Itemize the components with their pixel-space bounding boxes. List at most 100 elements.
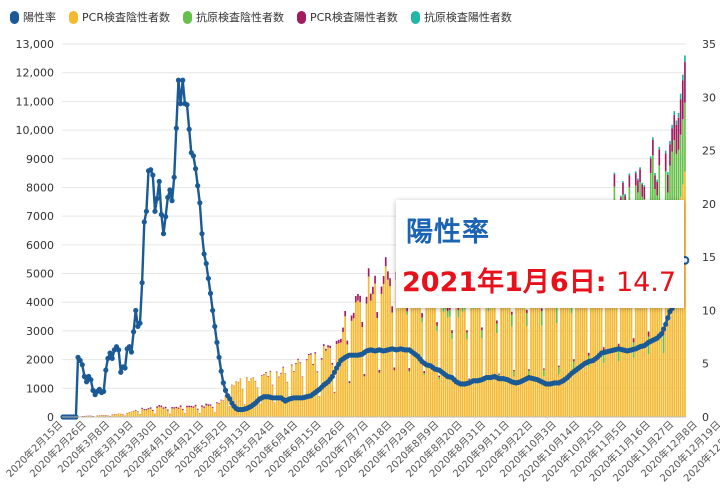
bar-pcr-positive (641, 184, 644, 197)
bar-pcr-negative (515, 306, 517, 417)
positivity-rate-point (116, 347, 122, 353)
bar-antigen-negative (528, 370, 530, 377)
bar-pcr-positive (393, 367, 396, 371)
bar-pcr-negative (634, 234, 637, 417)
bar-pcr-positive (179, 405, 182, 407)
bar-pcr-negative (333, 392, 336, 417)
positivity-rate-point (154, 195, 160, 202)
legend-item[interactable]: 抗原検査陰性者数 (182, 9, 284, 25)
bar-pcr-negative (115, 414, 118, 417)
bar-pcr-positive (297, 358, 299, 360)
positivity-rate-point (197, 200, 203, 206)
positivity-rate-point (331, 369, 338, 375)
bar-pcr-negative (139, 414, 141, 417)
bar-pcr-negative (365, 303, 368, 417)
bar-antigen-positive (669, 140, 671, 145)
bar-pcr-negative (147, 409, 150, 417)
bar-antigen-negative (558, 367, 560, 375)
bar-pcr-negative (117, 413, 120, 417)
bar-pcr-negative (617, 361, 620, 417)
bar-pcr-negative (425, 283, 428, 417)
legend-item[interactable]: PCR検査陰性者数 (69, 9, 170, 25)
bar-pcr-positive (203, 406, 205, 408)
bar-pcr-negative (594, 269, 597, 417)
y-right-tick-label: 30 (702, 91, 716, 104)
positivity-rate-point (77, 357, 83, 364)
bar-pcr-negative (299, 363, 302, 417)
legend-item[interactable]: PCR検査陽性者数 (296, 9, 398, 25)
bar-pcr-positive (357, 294, 359, 301)
bar-pcr-positive (299, 362, 302, 364)
bar-pcr-negative (293, 372, 295, 417)
bar-pcr-positive (141, 407, 143, 409)
bar-pcr-negative (504, 295, 507, 417)
positivity-rate-point (88, 377, 94, 383)
positivity-rate-point (156, 178, 162, 185)
bar-pcr-negative (224, 396, 227, 417)
bar-pcr-negative (194, 406, 197, 417)
positivity-rate-point (186, 126, 192, 132)
bar-pcr-negative (162, 408, 165, 417)
bar-antigen-positive (664, 150, 667, 154)
positivity-rate-point (152, 208, 158, 214)
bar-pcr-positive (466, 330, 468, 333)
bar-pcr-negative (654, 239, 656, 417)
bar-pcr-negative (461, 311, 464, 417)
bar-pcr-negative (570, 313, 573, 417)
tooltip-title: 陽性率 (406, 217, 490, 248)
y-left-tick-label: 10,000 (16, 124, 55, 137)
bar-antigen-negative (555, 306, 558, 324)
bar-pcr-positive (669, 144, 671, 166)
bar-pcr-positive (192, 406, 195, 408)
legend-item[interactable]: 陽性率 (10, 9, 56, 25)
bar-pcr-positive (201, 405, 203, 407)
positivity-rate-point (227, 396, 233, 402)
bar-pcr-positive (293, 371, 295, 373)
bar-pcr-negative (566, 272, 569, 417)
bar-pcr-negative (151, 410, 154, 417)
bar-pcr-positive (643, 186, 646, 200)
positivity-rate-point (90, 387, 96, 393)
y-right-tick-label: 25 (702, 145, 716, 158)
positivity-rate-point (660, 326, 667, 332)
bar-pcr-negative (380, 293, 383, 417)
tooltip-value: 14.7 (615, 267, 677, 298)
tooltip-value-line: 2021年1月6日: 14.7 (402, 260, 676, 299)
bar-pcr-negative (476, 303, 479, 417)
legend-item[interactable]: 抗原検査陽性者数 (410, 9, 512, 25)
bar-pcr-positive (352, 312, 355, 319)
bar-pcr-positive (316, 371, 319, 373)
bar-pcr-positive (307, 353, 310, 356)
positivity-rate-point (163, 214, 169, 220)
bar-pcr-positive (675, 124, 678, 154)
bar-pcr-positive (498, 373, 500, 375)
bar-pcr-positive (177, 407, 180, 409)
bar-pcr-negative (295, 364, 297, 417)
positivity-rate-point (203, 260, 209, 267)
bar-pcr-positive (468, 378, 470, 380)
bar-pcr-negative (442, 311, 445, 417)
positivity-rate-point (210, 307, 216, 314)
bar-pcr-positive (284, 373, 287, 375)
bar-pcr-negative (602, 362, 605, 417)
bar-pcr-positive (211, 407, 214, 408)
positivity-rate-point (103, 367, 109, 373)
bar-pcr-positive (380, 286, 383, 294)
bar-pcr-negative (463, 309, 466, 417)
y-right-tick-label: 15 (702, 251, 716, 264)
bar-pcr-negative (493, 294, 496, 417)
bar-pcr-positive (572, 359, 575, 362)
bar-pcr-positive (344, 310, 346, 317)
bar-pcr-negative (104, 415, 107, 417)
bar-antigen-positive (637, 178, 639, 181)
bar-antigen-negative (423, 373, 426, 375)
positivity-rate-point (150, 172, 156, 178)
bar-pcr-negative (337, 343, 340, 417)
bar-pcr-negative (660, 273, 663, 417)
bar-pcr-positive (679, 99, 682, 135)
bar-pcr-positive (382, 276, 385, 284)
bar-pcr-positive (305, 359, 308, 361)
y-right-tick-label: 35 (702, 38, 716, 51)
bar-pcr-negative (677, 208, 680, 417)
bar-pcr-positive (658, 149, 661, 166)
